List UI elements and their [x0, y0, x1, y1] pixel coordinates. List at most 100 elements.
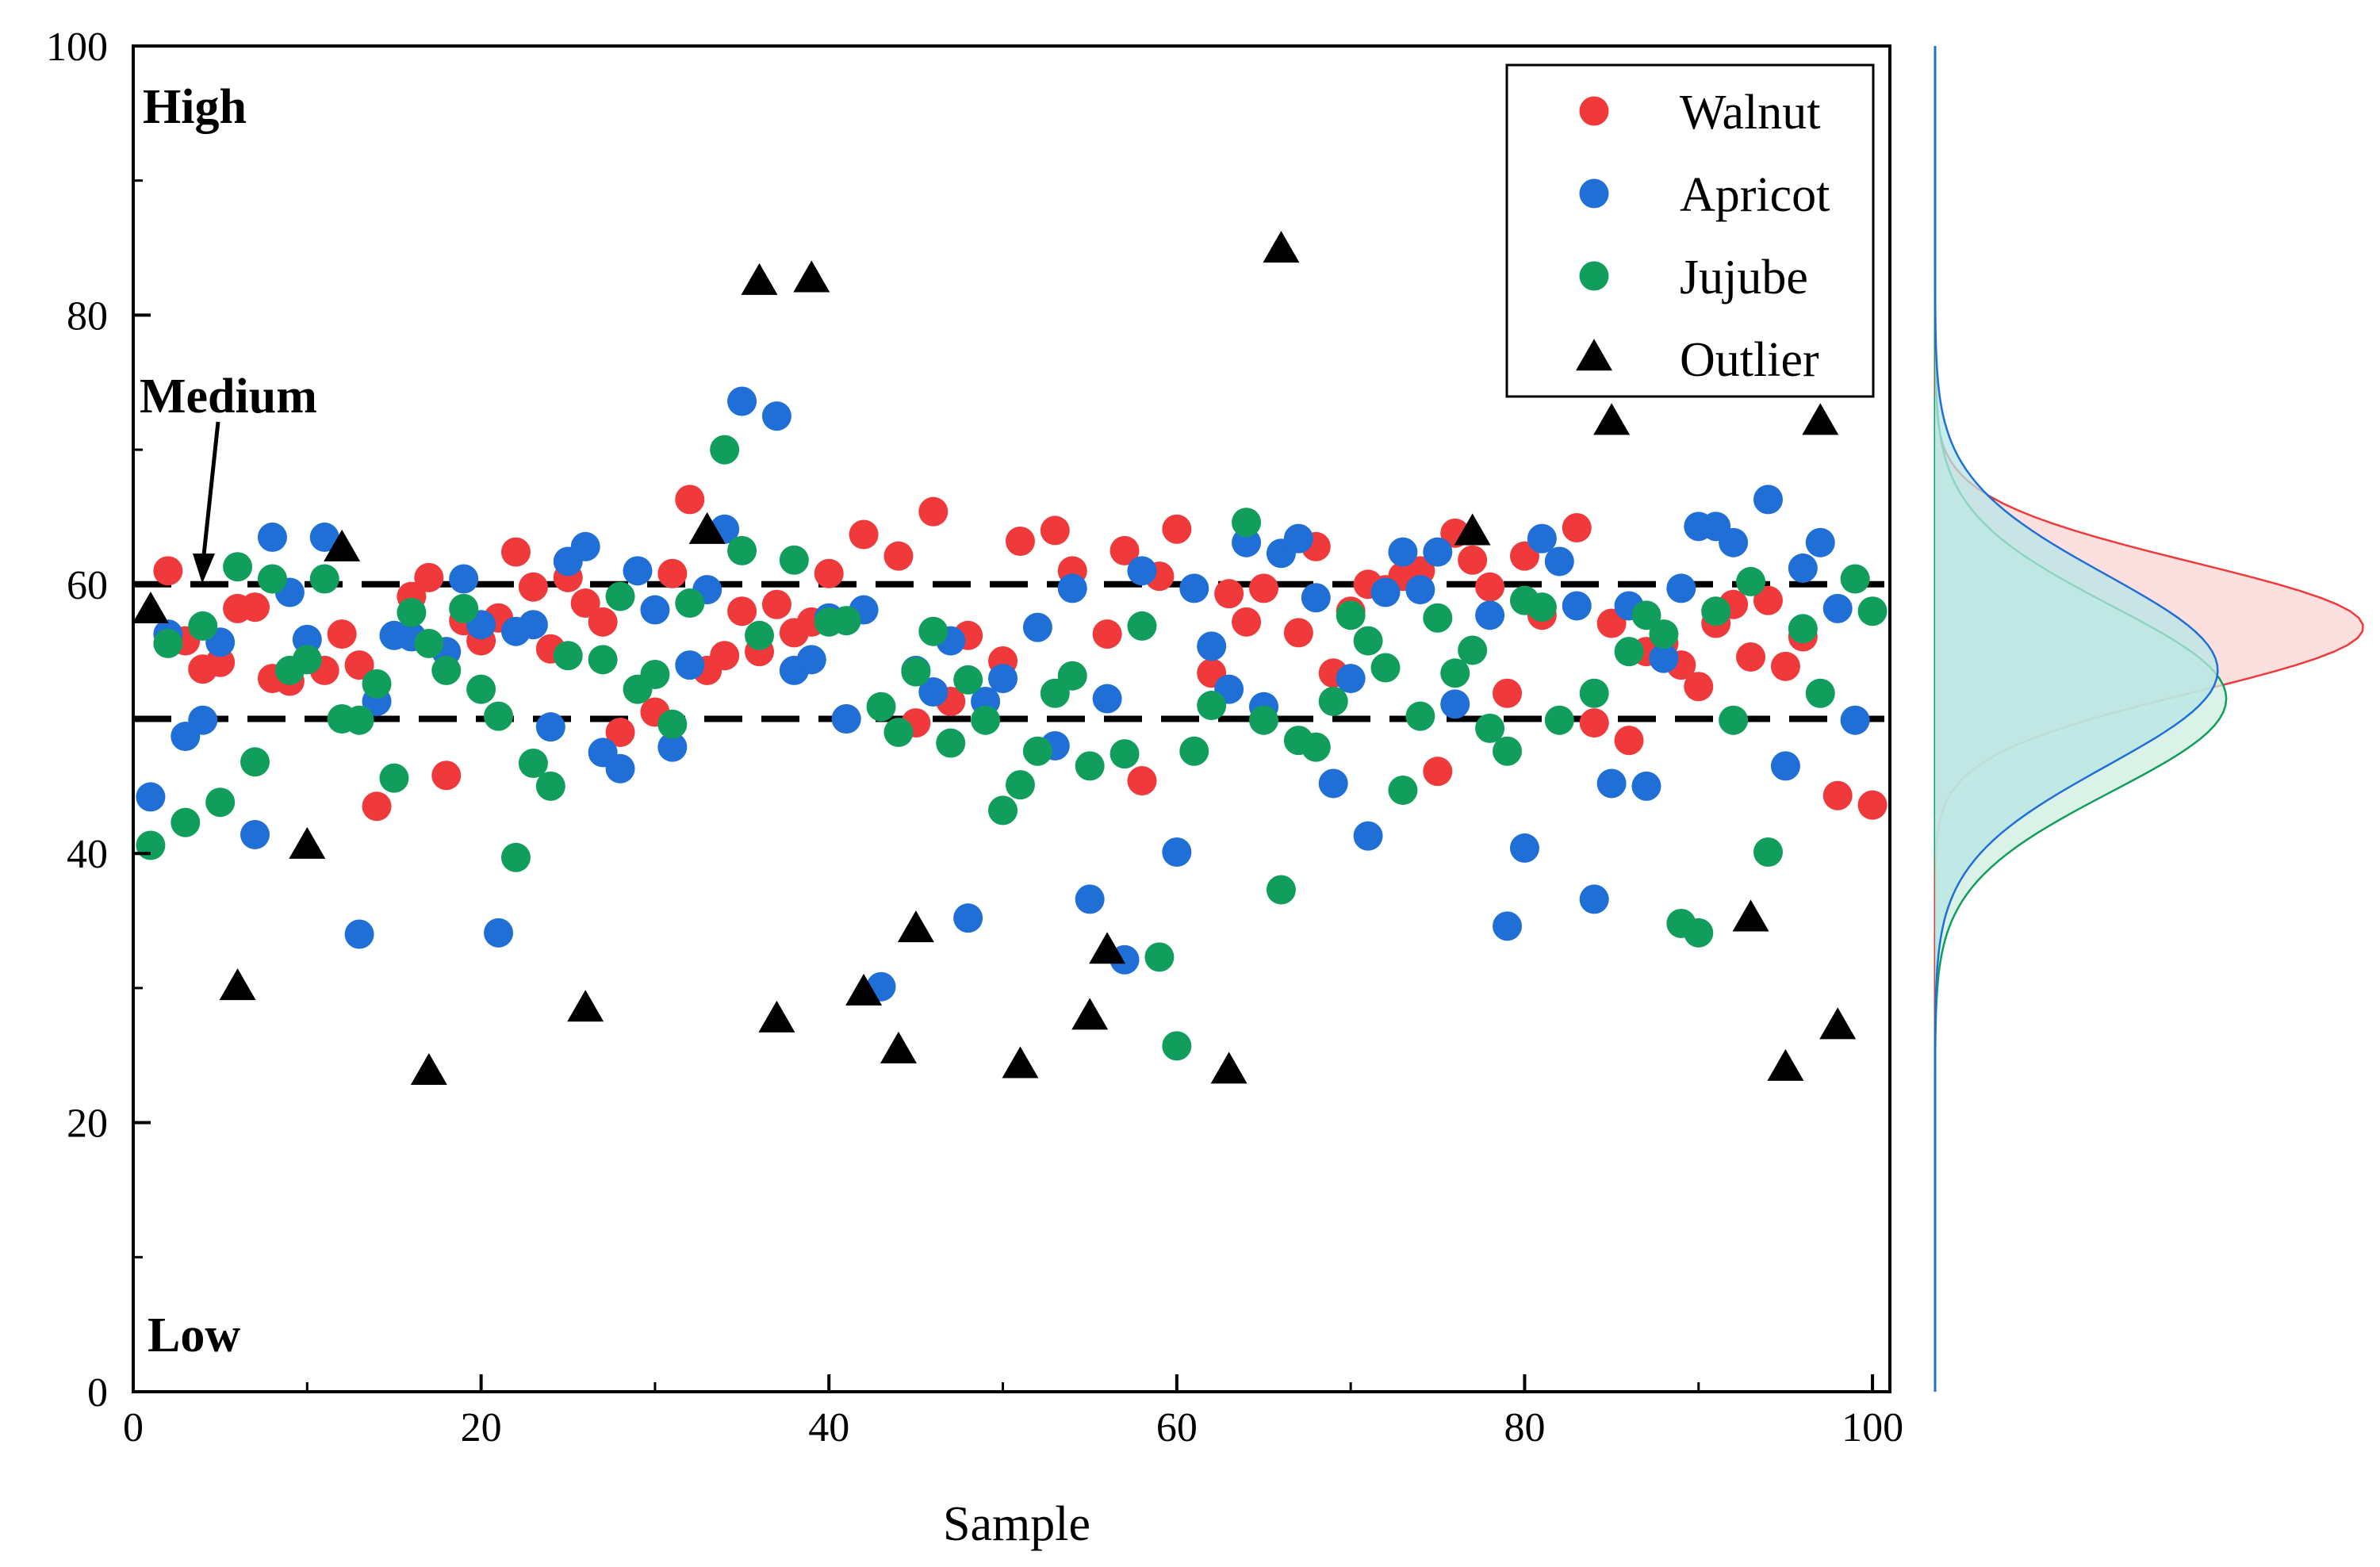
jujube-point	[344, 705, 374, 735]
jujube-point	[1388, 775, 1418, 805]
density-curve-apricot	[1934, 46, 2219, 1392]
jujube-point	[657, 709, 688, 739]
jujube-point	[1684, 918, 1714, 948]
jujube-point	[1144, 942, 1175, 972]
jujube-point	[1075, 751, 1105, 781]
jujube-point	[1493, 736, 1523, 766]
apricot-point	[484, 918, 514, 948]
jujube-point	[779, 545, 809, 575]
walnut-point	[1770, 651, 1800, 681]
zone-label-low: Low	[148, 1308, 240, 1362]
apricot-point	[1162, 837, 1192, 868]
jujube-point	[1405, 701, 1435, 731]
jujube-point	[953, 665, 983, 695]
jujube-point	[1057, 661, 1087, 691]
jujube-point	[1197, 691, 1227, 721]
jujube-point	[484, 701, 514, 731]
outlier-point	[1263, 231, 1300, 263]
outlier-point	[1767, 1048, 1804, 1081]
apricot-point	[1509, 833, 1539, 863]
apricot-point	[988, 664, 1018, 694]
jujube-point	[1353, 626, 1383, 656]
jujube-point	[1336, 600, 1366, 630]
y-tick-label: 80	[67, 293, 108, 339]
apricot-point	[831, 704, 861, 734]
jujube-point	[309, 564, 339, 594]
jujube-point	[1614, 637, 1644, 667]
apricot-point	[796, 645, 826, 675]
apricot-point	[761, 401, 791, 431]
jujube-point	[553, 641, 583, 671]
outlier-point	[324, 529, 361, 561]
walnut-point	[1614, 726, 1644, 756]
x-tick-label: 0	[123, 1405, 144, 1450]
walnut-point	[1423, 757, 1453, 787]
apricot-point	[1423, 537, 1453, 567]
apricot-point	[1057, 573, 1087, 603]
apricot-point	[1596, 768, 1627, 799]
walnut-point	[761, 589, 791, 619]
jujube-point	[449, 593, 479, 623]
outlier-point	[1802, 403, 1839, 435]
walnut-point	[1736, 642, 1766, 672]
walnut-point	[849, 519, 879, 550]
jujube-point	[1318, 686, 1348, 716]
jujube-point	[1475, 713, 1505, 743]
x-tick-label: 40	[808, 1405, 849, 1450]
apricot-point	[1232, 527, 1262, 557]
apricot-point	[1022, 612, 1052, 642]
jujube-point	[1440, 658, 1470, 688]
walnut-point	[588, 607, 618, 637]
y-tick-label: 20	[67, 1101, 108, 1147]
apricot-point	[1405, 575, 1435, 605]
jujube-point	[971, 705, 1001, 735]
x-axis-title: Sample	[943, 1497, 1090, 1551]
walnut-point	[1162, 514, 1192, 544]
outlier-point	[219, 968, 256, 1001]
jujube-point	[918, 616, 949, 646]
outlier-point	[132, 591, 169, 623]
jujube-point	[518, 749, 548, 779]
zone-label-high: High	[143, 80, 247, 134]
jujube-point	[1005, 770, 1035, 800]
walnut-point	[153, 556, 183, 586]
legend-label-outlier: Outlier	[1680, 333, 1819, 387]
series-walnut	[153, 485, 1888, 822]
apricot-point	[292, 624, 322, 654]
apricot-point	[1283, 523, 1313, 554]
series-jujube	[136, 435, 1888, 1061]
jujube-point	[1788, 614, 1818, 644]
walnut-point	[240, 592, 270, 623]
apricot-point	[1318, 768, 1348, 799]
jujube-point	[901, 657, 931, 687]
walnut-point	[1248, 573, 1278, 603]
legend-label-apricot: Apricot	[1680, 168, 1830, 222]
walnut-point	[205, 647, 236, 677]
jujube-point	[1701, 596, 1731, 626]
jujube-point	[1370, 653, 1401, 683]
y-tick-label: 100	[46, 25, 108, 70]
jujube-point	[1857, 596, 1888, 626]
y-tick-label: 40	[67, 832, 108, 877]
jujube-point	[292, 645, 322, 675]
apricot-point	[1822, 593, 1853, 623]
jujube-point	[1527, 592, 1557, 623]
apricot-point	[657, 732, 688, 762]
jujube-point	[1736, 566, 1766, 596]
jujube-point	[866, 692, 896, 722]
apricot-point	[449, 564, 479, 594]
outlier-point	[1454, 513, 1491, 546]
apricot-point	[953, 903, 983, 933]
apricot-point	[1579, 884, 1609, 914]
walnut-point	[500, 537, 531, 567]
jujube-point	[883, 717, 914, 747]
walnut-point	[1232, 607, 1262, 637]
walnut-point	[1857, 790, 1888, 820]
jujube-point	[831, 606, 861, 636]
walnut-point	[344, 650, 374, 680]
jujube-point	[397, 597, 427, 627]
jujube-point	[535, 771, 565, 801]
apricot-point	[675, 650, 705, 680]
walnut-point	[518, 572, 548, 602]
